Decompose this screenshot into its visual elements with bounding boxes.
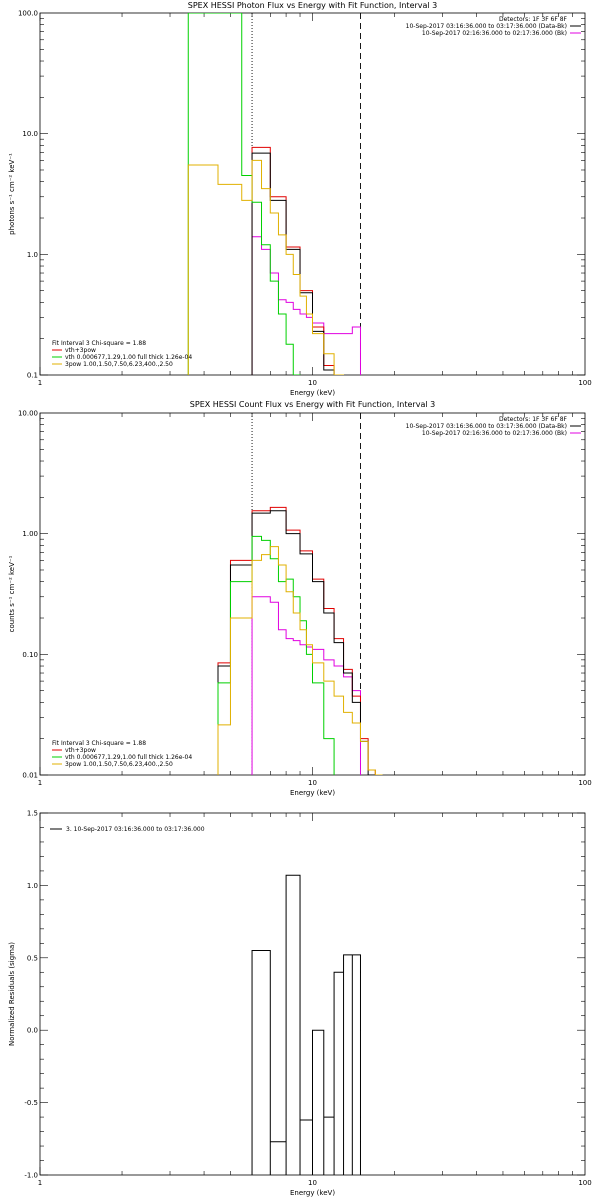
series-group — [187, 13, 361, 375]
legend-bottom-entry: vth 0.000677,1.29,1.00 full thick 1.26e-… — [65, 354, 192, 361]
x-tick-label: 1 — [38, 379, 42, 387]
plot-frame — [39, 412, 586, 776]
legend-bottom-entry: vth+3pow — [65, 747, 96, 754]
x-axis-label: Energy (keV) — [290, 389, 335, 397]
series-line-4 — [187, 159, 345, 375]
chart-title: SPEX HESSI Count Flux vs Energy with Fit… — [190, 400, 435, 409]
legend-bottom-entry: 3pow 1.00,1.50,7.50,6.23,400.,2.50 — [65, 361, 173, 368]
legend-bottom-entry: vth 0.000677,1.29,1.00 full thick 1.26e-… — [65, 754, 192, 761]
y-tick-label: 0.0 — [27, 1027, 38, 1035]
x-axis-label: Energy (keV) — [290, 789, 335, 797]
x-tick-label: 10 — [308, 779, 317, 787]
y-tick-label: 10.0 — [22, 130, 38, 138]
y-tick-label: -0.5 — [24, 1099, 38, 1107]
series-line-4 — [217, 546, 383, 775]
legend-bottom-entry: 3pow 1.00,1.50,7.50,6.23,400.,2.50 — [65, 761, 173, 768]
series-line-2 — [217, 510, 376, 775]
y-tick-label: -1.0 — [24, 1172, 38, 1180]
x-tick-label: 100 — [578, 379, 591, 387]
series-line-1 — [217, 506, 376, 775]
x-tick-label: 100 — [578, 779, 591, 787]
legend-bottom-title: Fit Interval 3 Chi-square = 1.88 — [52, 340, 146, 347]
series-line-0 — [251, 874, 361, 1175]
legend-top-entry: 10-Sep-2017 03:16:36.000 to 03:17:36.000… — [406, 423, 567, 430]
legend-top-entry: Detectors: 1F 3F 6F 8F — [499, 416, 568, 423]
x-tick-label: 1 — [38, 779, 42, 787]
y-tick-label: 1.00 — [22, 530, 38, 538]
y-tick-label: 0.1 — [27, 372, 38, 380]
x-tick-label: 10 — [308, 379, 317, 387]
series-line-3 — [217, 535, 335, 775]
y-axis-label: Normalized Residuals (sigma) — [8, 942, 16, 1046]
series-line-2 — [251, 152, 335, 375]
series-line-1 — [251, 146, 335, 375]
legend-top-entry: 10-Sep-2017 02:16:36.000 to 02:17:36.000… — [422, 430, 567, 437]
y-tick-label: 100.0 — [18, 10, 38, 18]
y-tick-label: 1.0 — [27, 251, 38, 259]
x-tick-label: 10 — [308, 1179, 317, 1187]
legend-bottom-entry: vth+3pow — [65, 347, 96, 354]
y-tick-label: 0.5 — [27, 954, 38, 962]
chart-panel-residuals: 1 10 100 -1.0 -0.5 0.0 0.5 1.0 1.5 Energy (keV) No… — [8, 810, 592, 1198]
y-tick-label: 0.01 — [22, 772, 38, 780]
series-group — [217, 506, 383, 775]
series-line-3 — [187, 13, 301, 375]
y-axis-label: photons s⁻¹ cm⁻² keV⁻¹ — [8, 153, 16, 235]
chart-title: SPEX HESSI Photon Flux vs Energy with Fi… — [188, 1, 438, 10]
x-tick-label: 100 — [578, 1179, 591, 1187]
legend-top-entry: 10-Sep-2017 03:16:36.000 to 03:17:36.000… — [406, 23, 567, 30]
chart-panel-count: SPEX HESSI Count Flux vs Energy with Fit… — [8, 400, 592, 797]
y-tick-label: 1.0 — [27, 882, 38, 890]
x-tick-label: 1 — [38, 1179, 42, 1187]
legend-bottom-title: Fit Interval 3 Chi-square = 1.88 — [52, 740, 146, 747]
y-tick-label: 1.5 — [27, 810, 38, 818]
series-line-0 — [251, 236, 361, 375]
y-tick-label: 0.10 — [22, 651, 38, 659]
legend-top-entry: Detectors: 1F 3F 6F 8F — [499, 16, 568, 23]
legend-top-entry: 3. 10-Sep-2017 03:16:36.000 to 03:17:36.… — [66, 826, 205, 833]
y-axis-label: counts s⁻¹ cm⁻² keV⁻¹ — [8, 555, 16, 632]
x-axis-label: Energy (keV) — [290, 1189, 335, 1197]
y-tick-label: 10.00 — [18, 410, 38, 418]
chart-panel-photon: SPEX HESSI Photon Flux vs Energy with Fi… — [8, 1, 592, 397]
legend-top-entry: 10-Sep-2017 02:16:36.000 to 02:17:36.000… — [422, 30, 567, 37]
series-group — [251, 874, 361, 1175]
